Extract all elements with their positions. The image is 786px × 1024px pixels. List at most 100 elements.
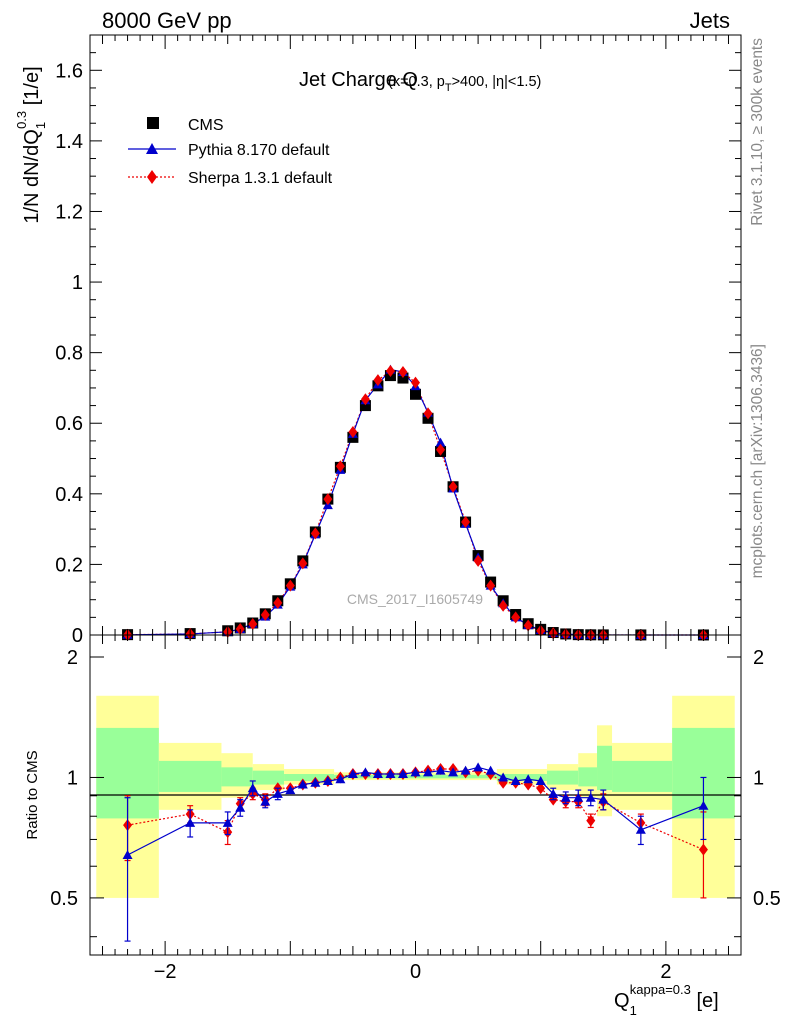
pythia-ratio-point xyxy=(297,779,308,789)
y-tick-label-main: 0 xyxy=(72,625,83,647)
pythia-ratio-point xyxy=(598,794,609,804)
pythia-ratio-point xyxy=(385,769,396,779)
legend-label-cms: CMS xyxy=(188,117,224,134)
pythia-ratio-point xyxy=(247,783,258,793)
y-tick-label-main: 1.6 xyxy=(55,60,83,82)
pythia-ratio-point xyxy=(185,817,196,827)
y-tick-label-ratio: 2 xyxy=(67,647,78,669)
y-tick-label-main: 0.2 xyxy=(55,554,83,576)
cms-point xyxy=(359,400,371,412)
pythia-ratio-point xyxy=(585,792,596,802)
legend: CMS Pythia 8.170 default Sherpa 1.3.1 de… xyxy=(128,117,333,187)
pythia-ratio-point xyxy=(560,792,571,802)
x-tick-label: 2 xyxy=(660,961,671,983)
x-tick-label: −2 xyxy=(154,961,177,983)
pythia-ratio-point xyxy=(235,802,246,812)
sherpa-point xyxy=(411,376,420,389)
side-label-lower: mcplots.cern.ch [arXiv:1306.3436] xyxy=(749,344,766,578)
pythia-ratio-point xyxy=(635,824,646,834)
band-inner xyxy=(612,760,673,792)
sherpa-ratio-point xyxy=(536,782,546,795)
y-tick-label-main: 1.4 xyxy=(55,131,83,153)
pythia-ratio-point xyxy=(222,817,233,827)
y-tick-label-main: 1 xyxy=(72,272,83,294)
pythia-ratio-point xyxy=(410,767,421,777)
pythia-ratio-point xyxy=(435,765,446,775)
y-tick-label-main: 0.8 xyxy=(55,343,83,365)
pythia-ratio-point xyxy=(122,850,133,860)
y-tick-label-ratio-right: 2 xyxy=(753,647,764,669)
legend-label-pythia: Pythia 8.170 default xyxy=(188,142,330,159)
pythia-ratio-point xyxy=(510,775,521,785)
header-right: Jets xyxy=(690,8,730,33)
chart-title: Jet Charge Q xyxy=(299,69,418,91)
sherpa-point xyxy=(335,460,345,473)
side-label-upper: Rivet 3.1.10, ≥ 300k events xyxy=(749,38,766,226)
pythia-ratio-point xyxy=(260,796,271,806)
chart-title-condition: (κ=0.3, pT>400, |η|<1.5) xyxy=(388,74,541,94)
pythia-ratio-point xyxy=(535,775,546,785)
band-inner xyxy=(158,760,222,792)
watermark: CMS_2017_I1605749 xyxy=(347,591,483,607)
sherpa-point xyxy=(461,516,471,529)
sherpa-point xyxy=(423,407,433,420)
pythia-ratio-point xyxy=(335,774,346,784)
sherpa-point xyxy=(523,619,533,632)
y-tick-label-ratio: 1 xyxy=(67,767,78,789)
sherpa-point xyxy=(273,596,283,609)
y-tick-label-ratio: 0.5 xyxy=(50,888,78,910)
ratio-data-layer xyxy=(122,762,709,942)
legend-marker-sherpa xyxy=(147,170,157,184)
pythia-ratio-point xyxy=(310,777,321,787)
x-axis-label: Q1kappa=0.3 [e] xyxy=(614,982,719,1018)
pythia-ratio-point xyxy=(498,772,509,782)
ratio-bands-layer xyxy=(96,695,735,898)
sherpa-point xyxy=(486,579,496,592)
sherpa-point xyxy=(285,579,295,592)
sherpa-point xyxy=(473,554,483,567)
y-axis-label-ratio: Ratio to CMS xyxy=(24,750,41,839)
sherpa-point xyxy=(436,443,446,456)
sherpa-point xyxy=(385,365,395,377)
pythia-ratio-point xyxy=(485,765,496,775)
legend-label-sherpa: Sherpa 1.3.1 default xyxy=(188,170,333,187)
pythia-ratio-point xyxy=(423,767,434,777)
sherpa-ratio-point xyxy=(586,814,596,827)
band-inner xyxy=(221,767,253,787)
pythia-ratio-point xyxy=(372,769,383,779)
y-tick-label-ratio-right: 1 xyxy=(753,767,764,789)
band-inner xyxy=(597,745,613,791)
y-tick-label-main: 1.2 xyxy=(55,201,83,223)
sherpa-point xyxy=(360,393,370,406)
pythia-ratio-point xyxy=(272,788,283,798)
legend-marker-cms xyxy=(147,117,159,129)
main-axes: 0 0.2 0.4 0.6 0.8 1 1.2 1.4 1.6 xyxy=(55,34,741,647)
y-axis-label-main: 1/N dN/dQ10.3 [1/e] xyxy=(14,66,48,223)
cms-point xyxy=(410,388,421,400)
sherpa-ratio-point xyxy=(698,843,708,856)
sherpa-point xyxy=(511,611,521,624)
sherpa-point xyxy=(298,557,308,570)
pythia-ratio-point xyxy=(397,769,408,779)
pythia-ratio-point xyxy=(548,788,559,798)
band-inner xyxy=(284,774,335,781)
pythia-ratio-point xyxy=(448,767,459,777)
x-tick-label: 0 xyxy=(410,961,421,983)
pythia-ratio-point xyxy=(698,800,709,810)
main-panel: 0 0.2 0.4 0.6 0.8 1 1.2 1.4 1.6 CMS_2017_I160574… xyxy=(14,34,742,647)
band-inner xyxy=(578,767,598,787)
sherpa-point xyxy=(398,366,408,379)
band-inner xyxy=(496,774,547,781)
pythia-point xyxy=(435,437,446,447)
pythia-ratio-point xyxy=(285,785,296,795)
sherpa-point xyxy=(348,426,358,439)
sherpa-ratio-line xyxy=(127,768,704,851)
band-inner xyxy=(252,770,285,785)
y-tick-label-ratio-right: 0.5 xyxy=(753,888,781,910)
sherpa-point xyxy=(248,618,258,631)
pythia-ratio-point xyxy=(473,762,484,772)
ratio-axes: 0.5 0.5 1 1 2 2 −2 0 2 xyxy=(50,635,781,983)
legend-marker-pythia xyxy=(146,143,158,154)
pythia-ratio-point xyxy=(573,792,584,802)
sherpa-point xyxy=(373,374,383,387)
